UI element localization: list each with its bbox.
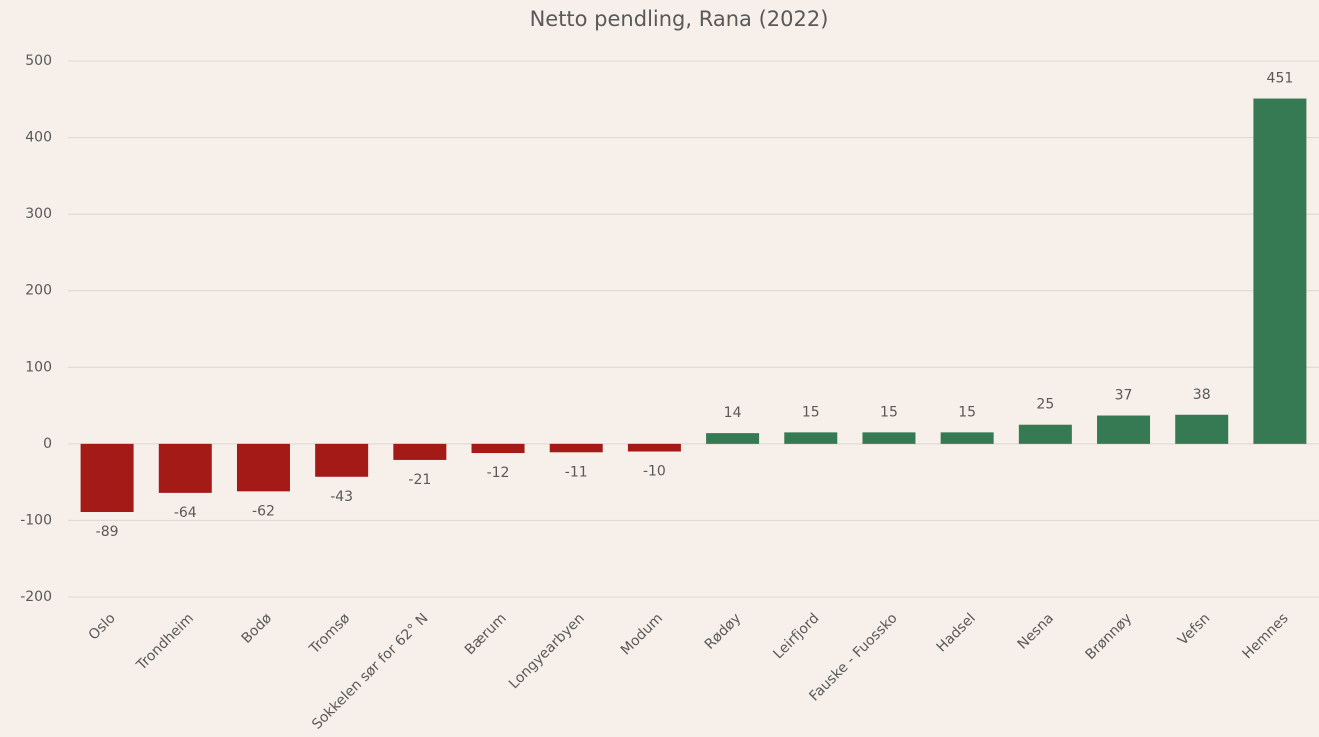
y-tick-label: 400 — [25, 130, 52, 146]
data-label: -11 — [565, 464, 588, 480]
data-label: -62 — [252, 503, 275, 519]
bar — [706, 433, 760, 444]
bar — [1175, 414, 1229, 444]
data-label: -10 — [643, 464, 666, 480]
y-tick-label: 500 — [25, 53, 52, 69]
y-tick-label: 200 — [25, 283, 52, 299]
data-label: -43 — [330, 489, 353, 505]
data-label: -21 — [408, 472, 431, 488]
data-label: 37 — [1115, 388, 1133, 404]
data-label: 451 — [1267, 71, 1294, 87]
bar — [1018, 424, 1072, 444]
bar — [784, 432, 838, 444]
bar — [549, 443, 603, 453]
y-tick-label: 0 — [43, 436, 52, 452]
data-label: 14 — [724, 405, 742, 421]
y-tick-label: -100 — [20, 512, 52, 528]
data-label: 15 — [802, 404, 820, 420]
y-tick-label: 300 — [25, 206, 52, 222]
bar — [158, 443, 212, 493]
data-label: 15 — [958, 404, 976, 420]
y-tick-label: -200 — [20, 589, 52, 605]
bar — [1097, 415, 1151, 444]
bar — [940, 432, 994, 444]
bar — [627, 443, 681, 452]
data-label: 15 — [880, 404, 898, 420]
data-label: 38 — [1193, 387, 1211, 403]
data-label: -12 — [487, 465, 510, 481]
data-label: -64 — [174, 505, 197, 521]
chart-title: Netto pendling, Rana (2022) — [530, 7, 829, 31]
y-tick-label: 100 — [25, 359, 52, 375]
bar — [393, 443, 447, 460]
data-label: 25 — [1036, 397, 1054, 413]
bar — [80, 443, 134, 513]
bar — [236, 443, 290, 492]
bar — [471, 443, 525, 454]
bar — [315, 443, 369, 477]
bar — [862, 432, 916, 444]
bar — [1253, 98, 1307, 444]
data-label: -89 — [96, 524, 119, 540]
